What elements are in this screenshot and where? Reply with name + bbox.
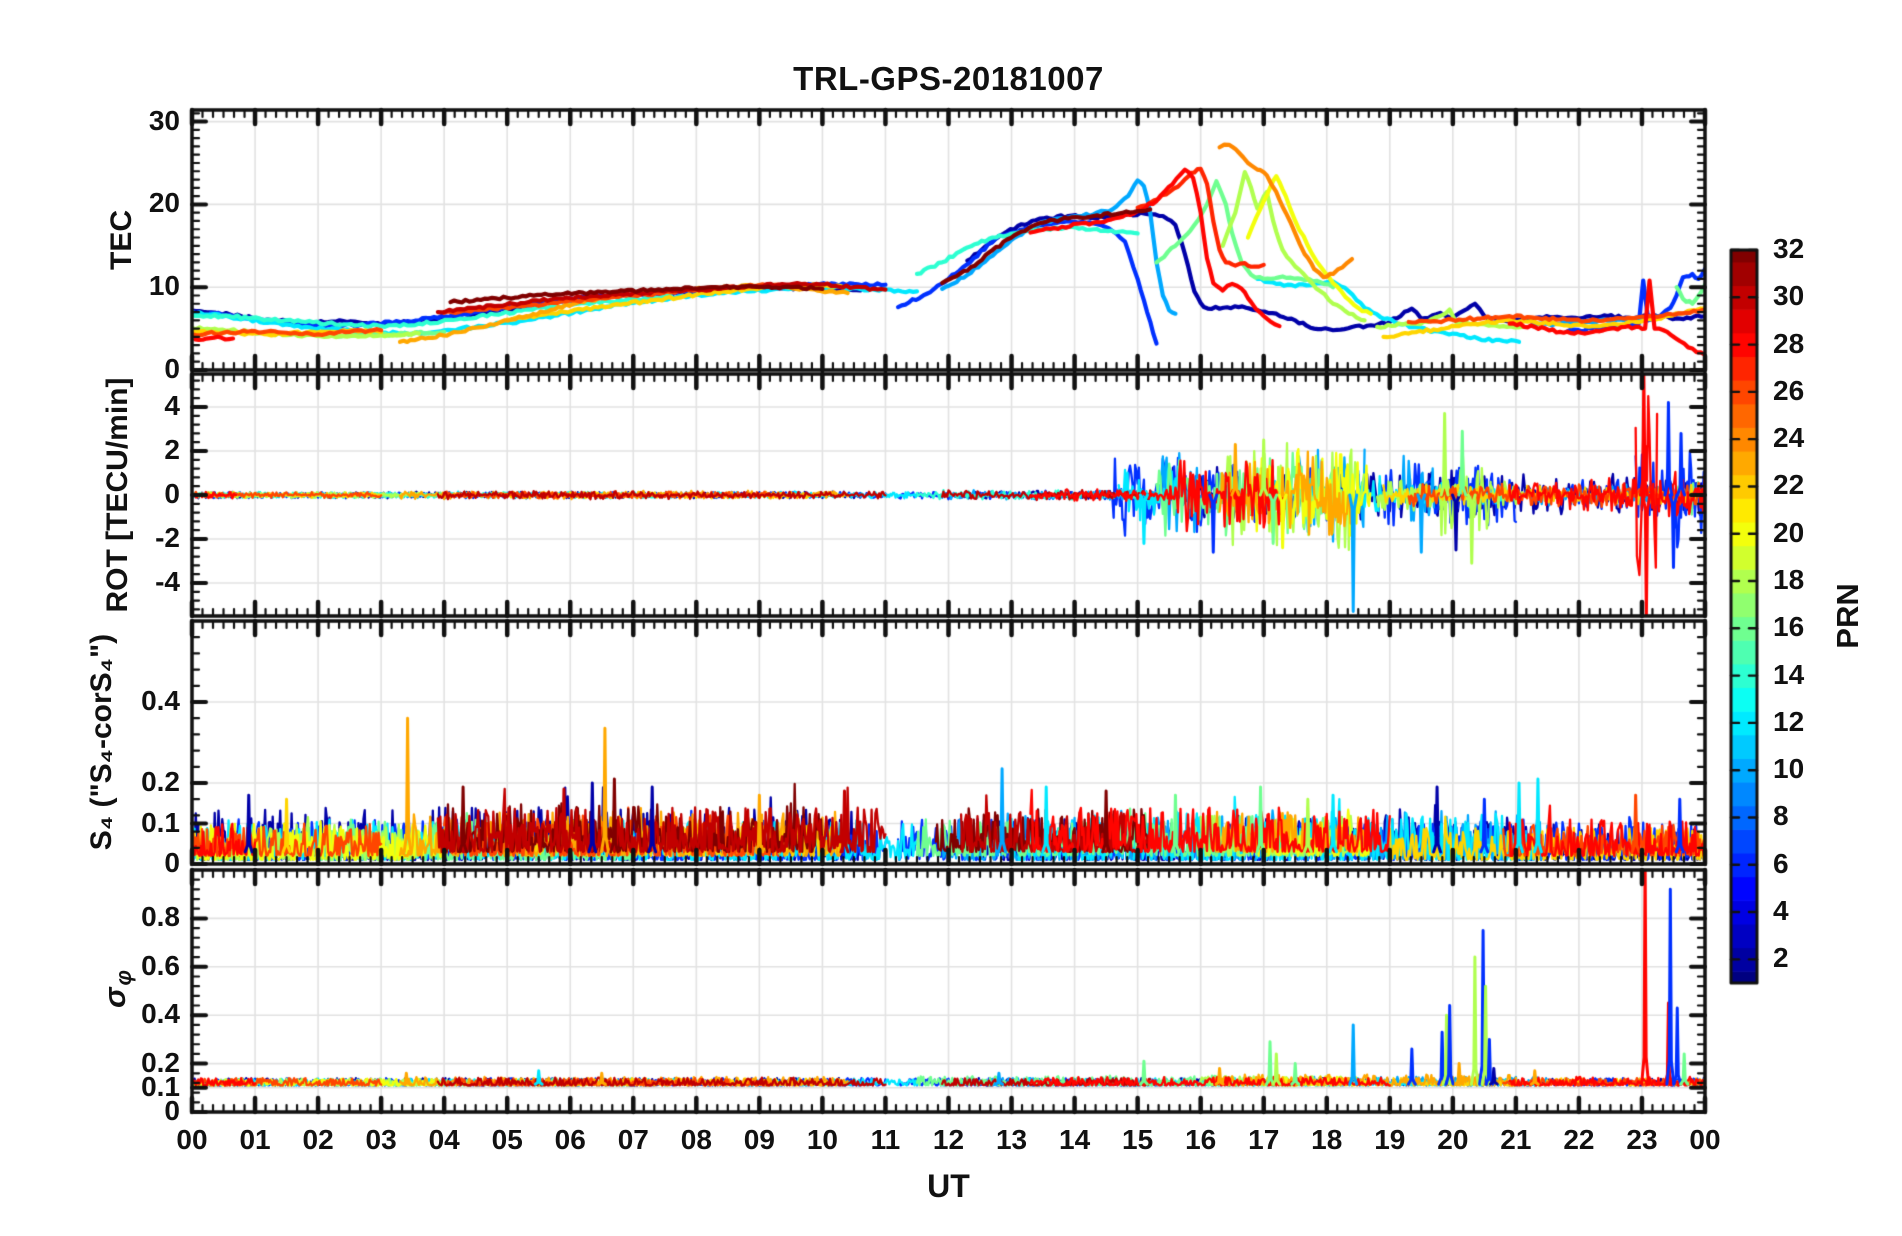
y-tick-label: 0.8 [141,901,180,933]
x-tick-label: 00 [176,1124,208,1155]
y-tick-label: 0.1 [141,806,180,838]
chart-title: TRL-GPS-20181007 [793,60,1104,97]
y-tick-label: 0 [164,847,180,878]
x-tick-label: 07 [617,1124,649,1155]
y-tick-label: -4 [155,566,180,597]
y-tick-label: 20 [148,187,180,219]
colorbar-tick-label: 18 [1773,564,1805,596]
colorbar-tick-label: 8 [1773,800,1789,832]
x-tick-label: 19 [1374,1124,1406,1155]
x-tick-label: 14 [1059,1124,1091,1155]
colorbar-tick-label: 24 [1773,422,1805,454]
colorbar-label: PRN [1826,366,1870,866]
x-axis-label: UT [927,1168,970,1204]
x-tick-label: 13 [995,1124,1028,1155]
y-tick-label: 2 [164,434,180,465]
y-tick-label: 0.1 [141,1070,180,1102]
x-tick-label: 10 [806,1124,838,1155]
x-tick-label: 02 [302,1124,334,1155]
y-tick-label: 0.4 [141,998,180,1030]
y-tick-label: 0.2 [141,766,180,797]
x-tick-label: 00 [1689,1124,1721,1155]
colorbar-tick-label: 12 [1773,705,1805,737]
colorbar-tick-label: 22 [1773,469,1805,501]
x-tick-label: 18 [1311,1124,1343,1155]
y-tick-label: 0 [164,1095,180,1126]
x-tick-label: 15 [1122,1124,1154,1155]
colorbar-tick-label: 20 [1773,516,1805,548]
y-tick-label: 0 [164,353,180,384]
y-tick-label: 30 [148,104,180,136]
x-tick-label: 12 [932,1124,965,1155]
y-tick-label: 0.4 [141,685,180,716]
x-tick-label: 01 [239,1124,271,1155]
y-tick-label: 0.2 [141,1046,180,1078]
colorbar-tick-label: 2 [1773,942,1789,974]
colorbar-tick-label: 14 [1773,658,1805,690]
y-tick-label: 10 [148,270,180,302]
y-tick-label: 0.6 [141,949,180,981]
colorbar-tick-label: 4 [1773,895,1789,927]
x-tick-label: 22 [1563,1124,1595,1155]
x-tick-label: 09 [743,1124,775,1155]
x-tick-label: 08 [680,1124,712,1155]
colorbar-tick-label: 10 [1773,753,1805,785]
colorbar-tick-label: 30 [1773,280,1805,312]
x-tick-label: 05 [491,1124,523,1155]
colorbar-tick-label: 16 [1773,611,1805,643]
y-tick-label: 0 [164,478,180,509]
colorbar-tick-label: 28 [1773,327,1805,359]
x-tick-label: 23 [1626,1124,1658,1155]
colorbar-label-text: PRN [1830,583,1865,649]
x-tick-label: 03 [365,1124,397,1155]
y-tick-label: -2 [155,522,180,553]
x-tick-label: 11 [870,1124,901,1155]
x-tick-label: 16 [1185,1124,1217,1155]
y-tick-label: 4 [164,390,180,421]
colorbar-tick-label: 26 [1773,374,1805,406]
x-tick-label: 21 [1500,1124,1532,1155]
x-tick-label: 20 [1437,1124,1469,1155]
x-tick-label: 04 [428,1124,460,1155]
colorbar-tick-label: 6 [1773,847,1789,879]
colorbar-tick-label: 32 [1773,233,1805,264]
x-tick-label: 17 [1248,1124,1280,1155]
x-tick-label: 06 [554,1124,586,1155]
